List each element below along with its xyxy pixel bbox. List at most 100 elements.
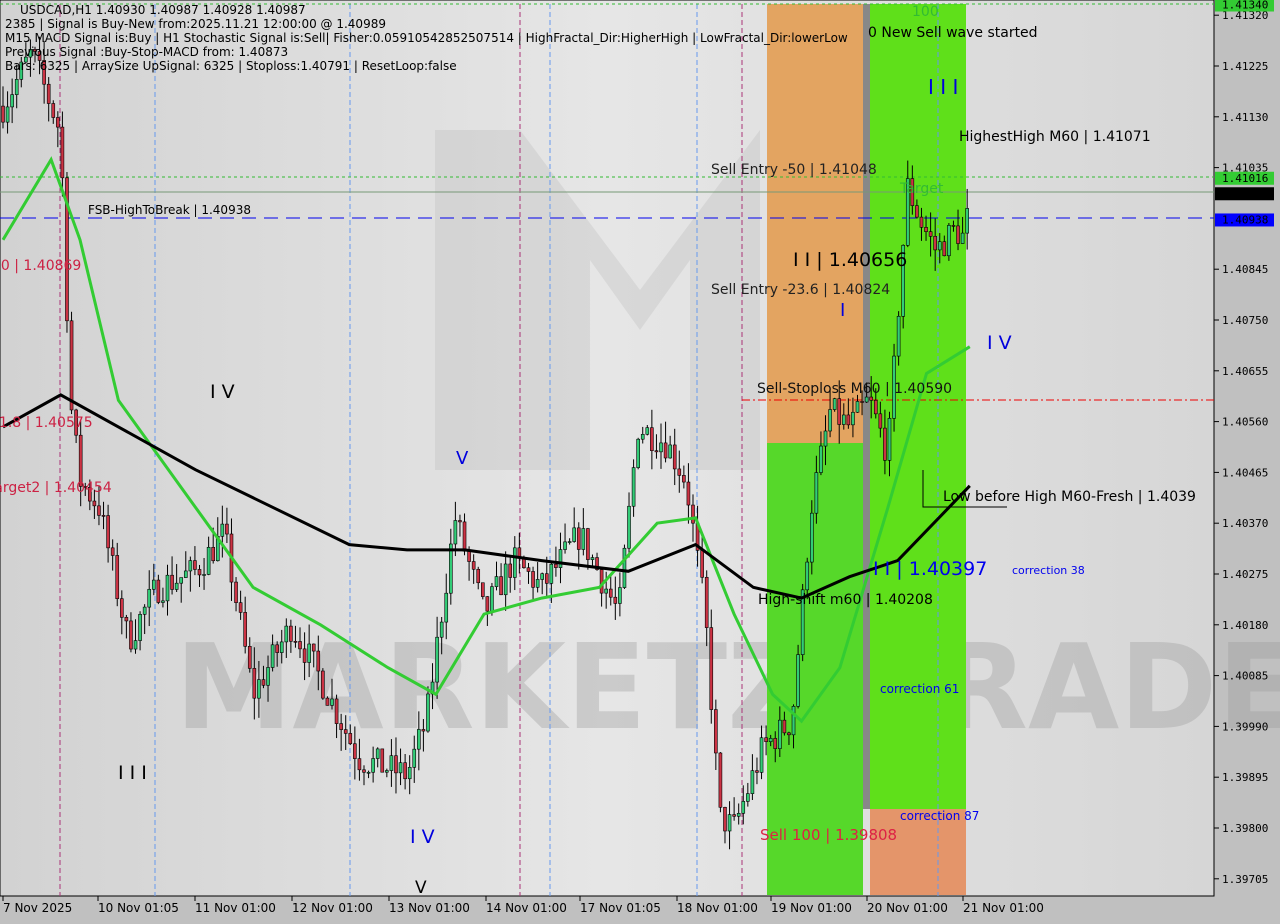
- signal-line: 2385 | Signal is Buy-New from:2025.11.21…: [5, 17, 386, 31]
- bull-candle: [138, 614, 142, 641]
- bull-candle: [805, 561, 810, 591]
- bull-candle: [330, 698, 334, 706]
- target-label: Target: [899, 181, 944, 197]
- bull-candle: [147, 588, 152, 608]
- x-tick-label: 17 Nov 01:05: [580, 901, 661, 915]
- bear-candle: [787, 732, 791, 736]
- bear-candle: [129, 620, 133, 650]
- bull-candle: [375, 748, 380, 759]
- y-tick-label: 1.39990: [1222, 720, 1268, 733]
- bull-candle: [645, 427, 650, 435]
- bear-candle: [247, 646, 252, 669]
- bear-candle: [613, 596, 618, 604]
- bear-candle: [462, 521, 467, 552]
- bear-candle: [403, 762, 407, 780]
- bull-candle: [823, 430, 828, 447]
- bear-candle: [928, 231, 933, 237]
- bear-candle: [873, 399, 878, 415]
- bull-candle: [24, 56, 28, 63]
- bull-candle: [960, 232, 965, 244]
- price-tag-label: 1.40987: [1222, 187, 1268, 200]
- y-tick-label: 1.40750: [1222, 314, 1268, 327]
- bull-candle: [412, 748, 417, 768]
- bear-candle: [924, 227, 928, 232]
- wave-iv-right-label: I V: [987, 332, 1012, 354]
- left-level-869-label: 00 | 1.40869: [0, 258, 81, 274]
- bear-candle: [101, 515, 106, 517]
- bear-candle: [197, 569, 202, 576]
- bear-candle: [458, 520, 462, 523]
- bear-candle: [608, 588, 613, 598]
- wave-iv-left-label: I V: [210, 381, 235, 403]
- bull-candle: [535, 579, 540, 588]
- bull-candle: [727, 814, 732, 832]
- bear-candle: [261, 679, 266, 686]
- bull-candle: [279, 641, 284, 653]
- bear-candle: [252, 668, 257, 699]
- left-target2-label: Target2 | 1.40454: [0, 480, 112, 496]
- bull-candle: [741, 801, 746, 814]
- bear-candle: [723, 806, 727, 832]
- bull-candle: [490, 586, 494, 612]
- bull-candle: [810, 512, 814, 563]
- bear-candle: [74, 409, 78, 436]
- bull-candle: [819, 445, 823, 473]
- bear-candle: [677, 468, 682, 476]
- bear-candle: [933, 235, 937, 251]
- bull-candle: [618, 587, 622, 604]
- bear-candle: [316, 650, 321, 672]
- bull-candle: [183, 570, 188, 578]
- bull-candle: [736, 812, 741, 817]
- bull-candle: [581, 528, 586, 550]
- price-axis[interactable]: 1.41320 1.41225 1.41130 1.41035 1.40845 1.407…: [1214, 0, 1274, 886]
- bear-candle: [599, 569, 604, 594]
- bear-candle: [380, 748, 385, 773]
- bear-candle: [115, 555, 120, 599]
- bull-candle: [494, 576, 499, 587]
- x-tick-label: 18 Nov 01:00: [677, 901, 758, 915]
- bull-candle: [453, 520, 458, 545]
- bear-candle: [37, 51, 42, 61]
- bull-candle: [371, 758, 375, 773]
- wave-v-mid-label: V: [456, 448, 469, 469]
- bear-candle: [120, 598, 124, 618]
- period-separators: [59, 4, 939, 896]
- y-tick-label: 1.41035: [1222, 162, 1268, 175]
- bull-candle: [10, 94, 14, 108]
- fsb-high-label: FSB-HighToBreak | 1.40938: [88, 203, 251, 217]
- time-axis[interactable]: 7 Nov 2025 10 Nov 01:05 11 Nov 01:00 12 Nov…: [2, 896, 1044, 915]
- y-tick-label: 1.40465: [1222, 466, 1268, 479]
- price-tag-label: 1.41016: [1222, 172, 1268, 185]
- bear-candle: [499, 576, 503, 596]
- bull-candle: [270, 644, 275, 668]
- x-tick-label: 14 Nov 01:00: [486, 901, 567, 915]
- new-sell-wave-label: 0 New Sell wave started: [868, 25, 1038, 41]
- info-panel: USDCAD,H1 1.40930 1.40987 1.40928 1.4098…: [5, 3, 848, 73]
- bear-candle: [298, 641, 302, 650]
- bull-candle: [28, 49, 33, 58]
- bull-candle: [892, 355, 896, 419]
- bear-candle: [311, 643, 316, 652]
- bull-candle: [901, 244, 905, 317]
- bear-candle: [42, 60, 46, 85]
- sell-100-label: Sell 100 | 1.39808: [760, 826, 897, 844]
- bear-candle: [238, 602, 243, 613]
- bear-candle: [92, 500, 97, 507]
- bars-line: Bars: 6325 | ArraySize UpSignal: 6325 | …: [5, 59, 457, 73]
- bear-candle: [910, 178, 915, 206]
- bull-candle: [636, 438, 640, 468]
- correction-87-label: correction 87: [900, 809, 979, 823]
- bear-candle: [480, 582, 485, 597]
- bear-candle: [595, 557, 599, 570]
- bull-candle: [266, 667, 270, 686]
- bull-candle: [444, 592, 449, 623]
- bull-candle: [503, 563, 508, 596]
- bear-candle: [544, 573, 549, 584]
- bear-candle: [526, 567, 531, 572]
- wave-iii-top-label: I I I: [928, 75, 958, 99]
- annotations: 0 New Sell wave started 100 I I I Highes…: [0, 4, 1196, 898]
- bear-candle: [334, 698, 339, 724]
- bear-candle: [878, 413, 883, 429]
- bear-candle: [869, 396, 874, 401]
